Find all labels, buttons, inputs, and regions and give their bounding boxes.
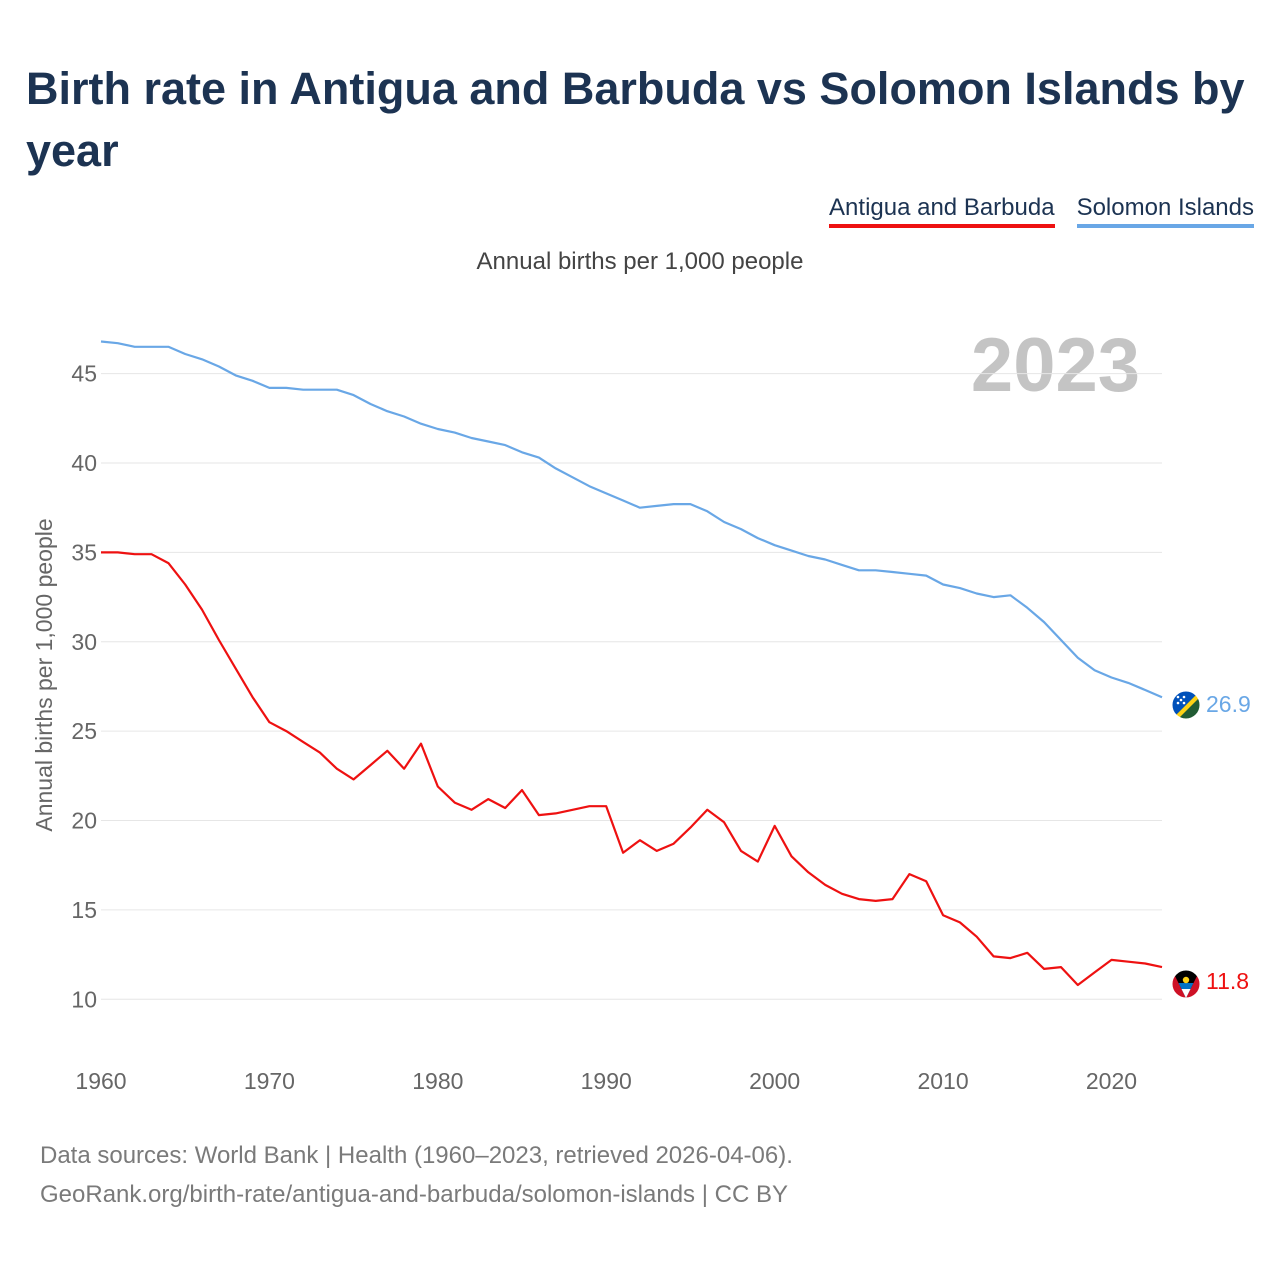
x-tick-label: 1990	[581, 1068, 632, 1094]
y-tick-label: 20	[71, 808, 97, 834]
legend-item-solomon-islands[interactable]: Solomon Islands	[1076, 194, 1254, 228]
solomon-islands-flag-icon	[1172, 691, 1200, 719]
y-tick-label: 35	[71, 539, 97, 565]
x-tick-label: 1960	[75, 1068, 126, 1094]
chart-title: Birth rate in Antigua and Barbuda vs Sol…	[26, 63, 1245, 176]
legend: Antigua and Barbuda Solomon Islands	[829, 194, 1254, 228]
end-label-solomon-islands: 26.9	[1206, 691, 1251, 717]
x-tick-label: 1980	[412, 1068, 463, 1094]
series-line-solomon-islands[interactable]	[100, 340, 1163, 699]
source-url-text[interactable]: GeoRank.org/birth-rate/antigua-and-barbu…	[40, 1181, 788, 1208]
y-tick-label: 25	[71, 718, 97, 744]
x-tick-label: 2020	[1086, 1068, 1137, 1094]
end-label-antigua-and-barbuda: 11.8	[1206, 968, 1249, 994]
y-tick-label: 15	[71, 897, 97, 923]
x-tick-label: 2010	[917, 1068, 968, 1094]
chart-subtitle: Annual births per 1,000 people	[476, 248, 804, 275]
x-tick-label: 2000	[749, 1068, 800, 1094]
data-source-text: Data sources: World Bank | Health (1960–…	[40, 1142, 793, 1169]
legend-item-antigua-and-barbuda[interactable]: Antigua and Barbuda	[829, 194, 1055, 228]
antigua-and-barbuda-flag-icon	[1172, 970, 1200, 998]
y-tick-label: 30	[71, 629, 97, 655]
y-tick-label: 10	[71, 986, 97, 1012]
y-tick-label: 45	[71, 361, 97, 387]
footer: Data sources: World Bank | Health (1960–…	[40, 1136, 793, 1214]
x-tick-label: 1970	[244, 1068, 295, 1094]
year-watermark: 2023	[970, 323, 1140, 408]
series-line-antigua-and-barbuda[interactable]	[101, 551, 1163, 987]
y-tick-label: 40	[71, 450, 97, 476]
y-axis-label: Annual births per 1,000 people	[31, 518, 57, 831]
